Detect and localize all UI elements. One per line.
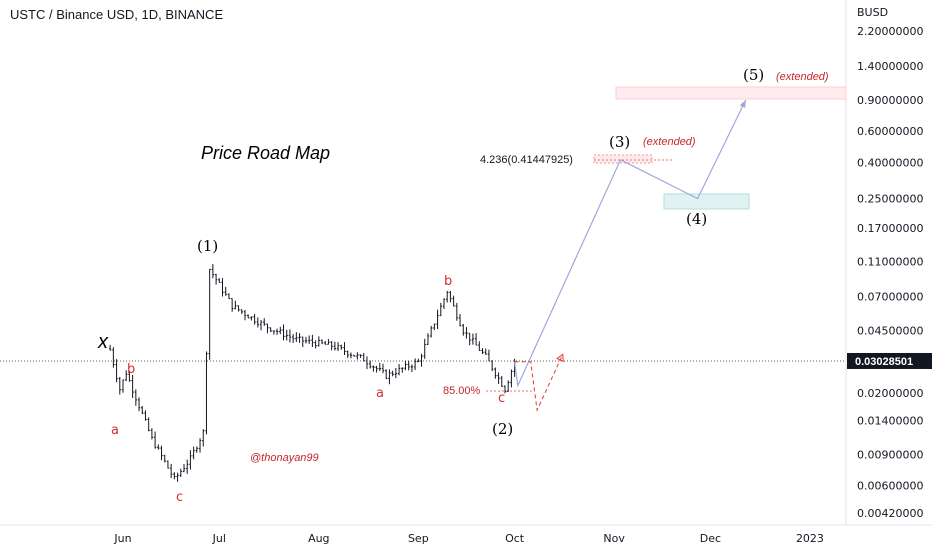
chart-title: USTC / Binance USD, 1D, BINANCE — [10, 7, 223, 22]
sub-label-b-2: b — [444, 274, 452, 289]
time-tick-label: Sep — [408, 532, 429, 545]
price-tick-label: 0.40000000 — [857, 156, 923, 169]
price-tick-label: 0.00900000 — [857, 448, 923, 461]
alternate-projection-path — [514, 354, 564, 412]
price-tick-label: 0.90000000 — [857, 94, 923, 107]
price-axis-ticks: 2.20000000 1.40000000 0.90000000 0.60000000… — [857, 25, 923, 520]
price-tick-label: 0.60000000 — [857, 125, 923, 138]
wave-label-1: (1) — [197, 237, 218, 255]
price-axis-unit: BUSD — [857, 6, 888, 19]
price-tick-label: 0.00600000 — [857, 480, 923, 493]
price-tick-label: 0.11000000 — [857, 256, 923, 269]
wave5-target-zone — [615, 86, 847, 100]
sub-label-a-2: a — [376, 386, 384, 401]
wave4-target-zone — [663, 193, 750, 210]
extended-label-3: (extended) — [643, 136, 696, 148]
time-tick-label: Aug — [308, 532, 329, 545]
price-tick-label: 0.02000000 — [857, 387, 923, 400]
sub-label-c-1: c — [176, 490, 183, 505]
last-price-label: 0.03028501 — [855, 356, 913, 368]
wave-label-3: (3) — [609, 133, 630, 151]
time-tick-label: Dec — [700, 532, 721, 545]
retrace-percent-label: 85.00% — [443, 385, 481, 397]
candles-group — [108, 264, 516, 482]
road-map-title: Price Road Map — [201, 143, 330, 163]
wave-label-4: (4) — [686, 210, 707, 228]
wave-label-2: (2) — [492, 420, 513, 438]
price-tick-label: 2.20000000 — [857, 25, 923, 38]
projection-arrowhead — [739, 100, 746, 108]
wave-label-x: x — [97, 331, 109, 353]
fib-level-label: 4.236(0.41447925) — [480, 154, 573, 166]
price-tick-label: 0.00420000 — [857, 507, 923, 520]
alternate-arrowhead — [556, 353, 564, 363]
time-tick-label: Oct — [505, 532, 525, 545]
author-handle: @thonayan99 — [250, 452, 319, 464]
time-tick-label: 2023 — [796, 532, 824, 545]
time-tick-label: Nov — [603, 532, 625, 545]
time-tick-label: Jul — [212, 532, 226, 545]
price-tick-label: 0.25000000 — [857, 193, 923, 206]
time-axis-ticks: Jun Jul Aug Sep Oct Nov Dec 2023 — [113, 532, 824, 545]
sub-label-a-1: a — [111, 423, 119, 438]
price-tick-label: 1.40000000 — [857, 60, 923, 73]
time-tick-label: Jun — [113, 532, 131, 545]
price-tick-label: 0.17000000 — [857, 222, 923, 235]
last-price-badge — [847, 352, 932, 369]
price-tick-label: 0.07000000 — [857, 291, 923, 304]
price-tick-label: 0.01400000 — [857, 414, 923, 427]
sub-label-c-2: c — [498, 391, 505, 406]
wave-label-5: (5) — [743, 66, 764, 84]
projection-path — [514, 99, 747, 388]
price-tick-label: 0.04500000 — [857, 325, 923, 338]
sub-label-b-1: b — [127, 362, 135, 377]
wave3-target-zone — [593, 154, 653, 164]
extended-label-5: (extended) — [776, 71, 829, 83]
